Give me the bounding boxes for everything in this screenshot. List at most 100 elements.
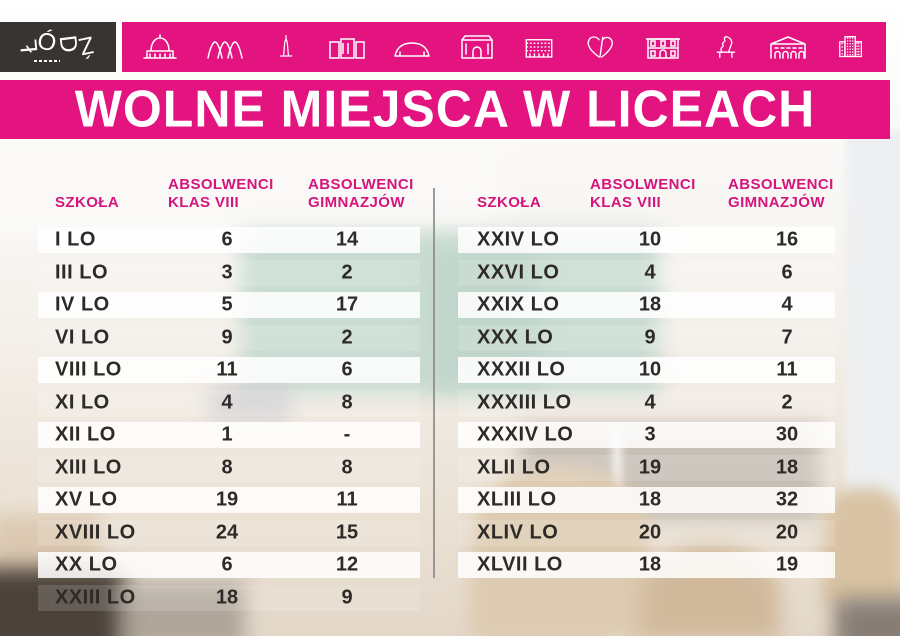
landmark-icon-bar: [122, 22, 886, 72]
monument-obelisk-icon: [279, 34, 293, 57]
lamp-bench-monument-icon: [716, 35, 736, 59]
klas-viii-value: 10: [638, 228, 662, 251]
table-row: XLIV LO 20 20: [458, 519, 835, 546]
klas-viii-value: 18: [638, 553, 662, 576]
klas-viii-value: 9: [644, 326, 656, 348]
gimnazjow-value: 11: [776, 358, 798, 381]
header-line: ABSOLWENCI: [308, 176, 414, 193]
klas-viii-value: 3: [221, 261, 233, 283]
school-name: XXXIII LO: [477, 391, 572, 413]
school-name: XXXII LO: [477, 358, 566, 381]
gimnazjow-value: 2: [341, 326, 353, 348]
right-header-school: SZKOŁA: [477, 194, 542, 211]
table-row: XX LO 6 12: [38, 552, 420, 578]
klas-viii-value: 10: [638, 358, 662, 381]
gimnazjow-value: 16: [775, 228, 799, 251]
table-row: XI LO 4 8: [38, 389, 420, 416]
school-name: XLIV LO: [477, 521, 559, 543]
gimnazjow-value: 9: [341, 586, 353, 608]
right-header-klas-viii: ABSOLWENCI KLAS VIII: [590, 176, 696, 212]
school-name: XII LO: [55, 423, 116, 446]
school-name: XLII LO: [477, 456, 551, 478]
table-row: VIII LO 11 6: [38, 357, 420, 383]
klas-viii-value: 20: [638, 521, 662, 543]
klas-viii-value: 6: [221, 553, 233, 576]
table-row: IV LO 5 17: [38, 292, 420, 318]
gimnazjow-value: 6: [341, 358, 353, 381]
photo-dark-corner-blob: [835, 598, 900, 636]
school-name: VIII LO: [55, 358, 122, 381]
gimnazjow-value: 20: [775, 521, 799, 543]
school-name: XXX LO: [477, 326, 554, 348]
school-name: XLIII LO: [477, 488, 557, 511]
table-row: XXXIII LO 4 2: [458, 389, 835, 416]
right-table: XXIV LO 10 16 XXVI LO 4 6 XXIX LO 18 4 X…: [458, 227, 835, 578]
klas-viii-value: 19: [638, 456, 662, 478]
klas-viii-value: 4: [644, 391, 656, 413]
table-row: XII LO 1 -: [38, 422, 420, 448]
school-name: XLVII LO: [477, 553, 563, 576]
photo-box-blob: [210, 385, 290, 420]
klas-viii-value: 18: [638, 488, 662, 511]
header-line: GIMNAZJÓW: [308, 194, 405, 211]
school-name: I LO: [55, 228, 96, 251]
school-name: XIII LO: [55, 456, 122, 478]
photo-dark-chair-blob: [0, 568, 125, 636]
klas-viii-value: 6: [221, 228, 233, 251]
school-name: XXXIV LO: [477, 423, 574, 446]
header-line: ABSOLWENCI: [590, 176, 696, 193]
arena-dome-icon: [393, 42, 430, 57]
klas-viii-value: 5: [221, 293, 233, 316]
gimnazjow-value: 19: [775, 553, 799, 576]
school-name: XI LO: [55, 391, 110, 413]
klas-viii-value: 4: [644, 261, 656, 283]
table-row: XIII LO 8 8: [38, 454, 420, 481]
header-line: ABSOLWENCI: [168, 176, 274, 193]
gimnazjow-value: 4: [781, 293, 793, 316]
gimnazjow-value: 11: [336, 488, 358, 511]
table-row: XVIII LO 24 15: [38, 519, 420, 546]
table-row: XLVII LO 18 19: [458, 552, 835, 578]
page-title: WOLNE MIEJSCA W LICEACH: [74, 79, 816, 139]
left-header-klas-viii: ABSOLWENCI KLAS VIII: [168, 176, 274, 212]
gimnazjow-value: 32: [775, 488, 799, 511]
heart-leaf-icon: [587, 36, 614, 58]
table-row: XXX LO 9 7: [458, 324, 835, 351]
klas-viii-value: 3: [644, 423, 656, 446]
school-name: VI LO: [55, 326, 110, 348]
school-name: XXIV LO: [477, 228, 560, 251]
gimnazjow-value: 2: [781, 391, 793, 413]
klas-viii-value: 1: [221, 423, 233, 446]
office-tower-icon: [838, 35, 862, 58]
klas-viii-value: 18: [215, 586, 239, 608]
table-row: XXIX LO 18 4: [458, 292, 835, 318]
photo-wall-blob: [0, 130, 500, 240]
klas-viii-value: 18: [638, 293, 662, 316]
gimnazjow-value: 18: [775, 456, 799, 478]
left-header-gimnazjow: ABSOLWENCI GIMNAZJÓW: [308, 176, 414, 212]
gimnazjow-value: 8: [341, 391, 353, 413]
table-row: VI LO 9 2: [38, 324, 420, 351]
photo-gray-chair-blob: [115, 582, 245, 636]
lodz-logo: Ł Ó D Ź: [0, 22, 116, 72]
school-name: III LO: [55, 261, 108, 283]
gimnazjow-value: 14: [335, 228, 359, 251]
gimnazjow-value: 30: [775, 423, 799, 446]
gimnazjow-value: 8: [341, 456, 353, 478]
palace-facade-icon: [646, 38, 681, 59]
title-banner: WOLNE MIEJSCA W LICEACH: [0, 80, 890, 139]
logo-subtext-bar: [34, 59, 60, 62]
klas-viii-value: 11: [216, 358, 238, 381]
gimnazjow-value: 17: [335, 293, 359, 316]
gimnazjow-value: 12: [335, 553, 359, 576]
header-line: KLAS VIII: [590, 194, 662, 211]
header-line: KLAS VIII: [168, 194, 240, 211]
right-header-gimnazjow: ABSOLWENCI GIMNAZJÓW: [728, 176, 834, 212]
school-name: XXIII LO: [55, 586, 136, 608]
table-row: XXVI LO 4 6: [458, 259, 835, 286]
photo-chair-blob: [822, 488, 900, 603]
table-row: XXXIV LO 3 30: [458, 422, 835, 448]
left-header-school: SZKOŁA: [55, 194, 120, 211]
gimnazjow-value: -: [343, 423, 351, 446]
